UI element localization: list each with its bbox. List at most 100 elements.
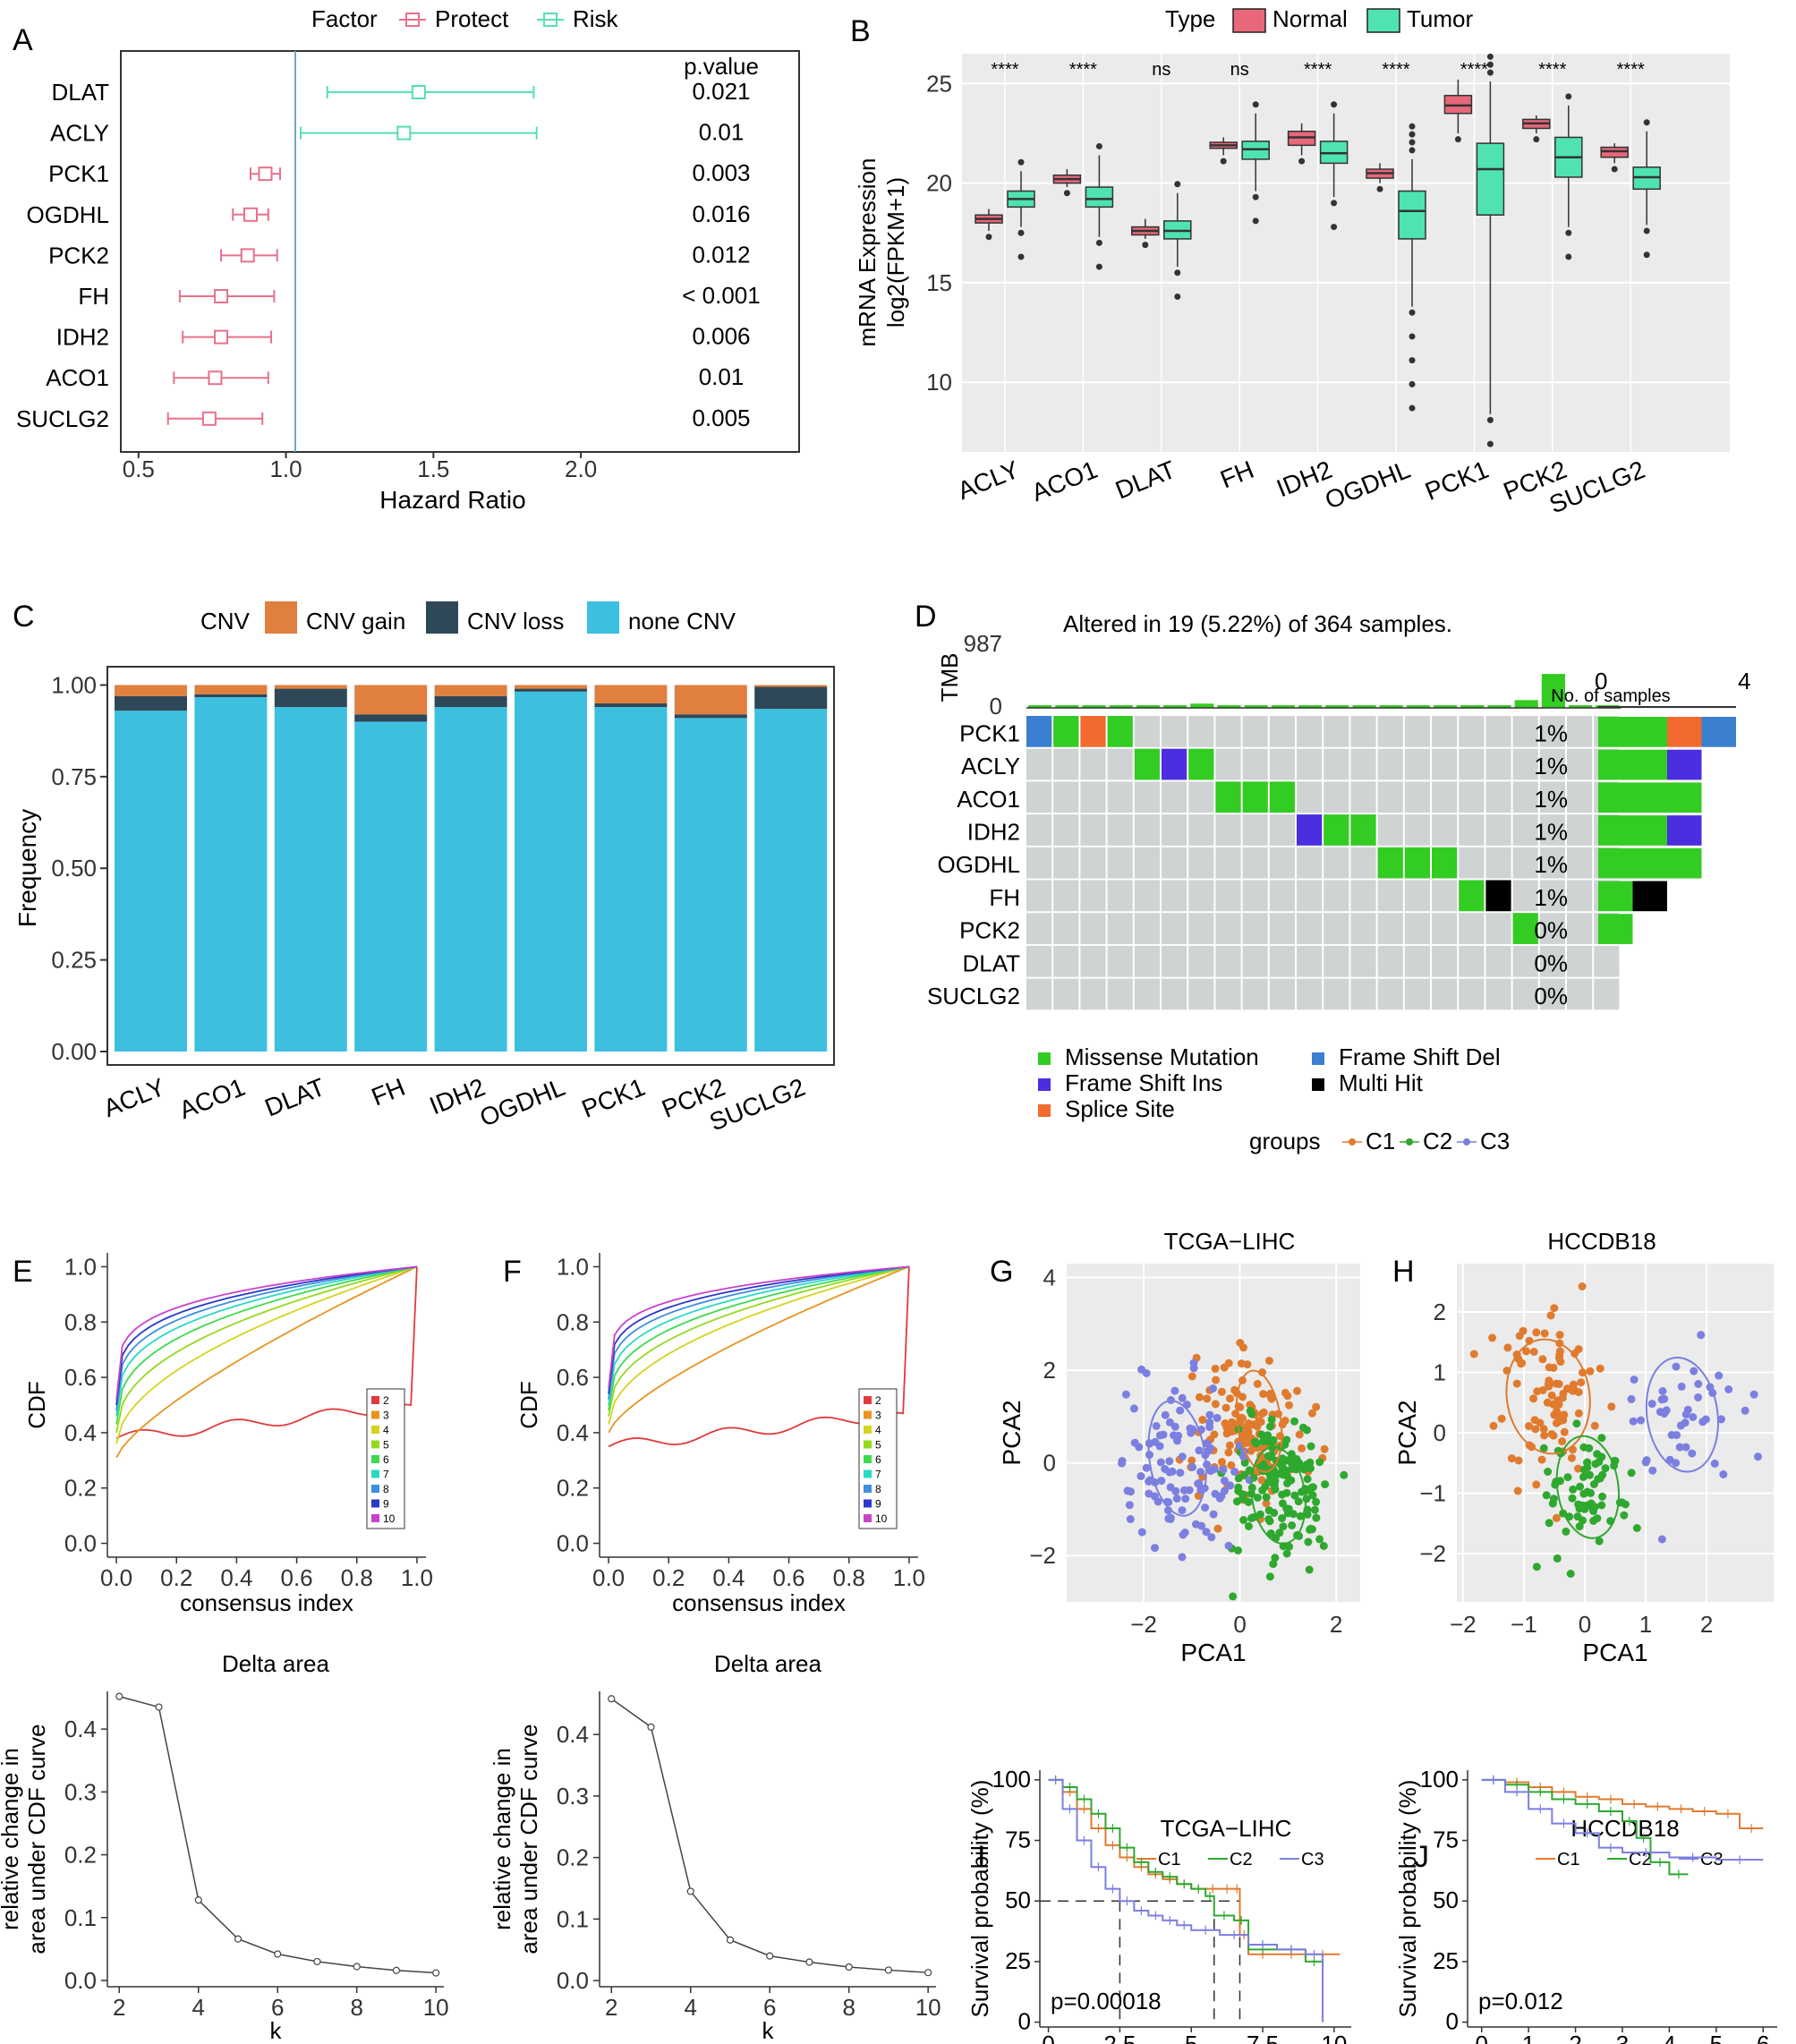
pca-point (1598, 1492, 1606, 1501)
x-tick-label: −1 (1511, 1611, 1537, 1638)
oncoplot-cell (1188, 814, 1214, 846)
y-tick-label: 0.0 (64, 1530, 97, 1557)
panel-i-letter: I (977, 1840, 985, 1874)
oncoplot-cell (1404, 945, 1430, 977)
pca-point (1165, 1457, 1174, 1466)
oncoplot-cell (1107, 880, 1133, 912)
box-outlier (1611, 166, 1618, 173)
stacked-bar-segment (594, 685, 668, 703)
groups-legend-dot (1463, 1138, 1470, 1145)
pca-point (1550, 1304, 1559, 1313)
pca-point (1264, 1452, 1273, 1461)
pca-point (1136, 1472, 1145, 1480)
panel-f: F 0.0 0.2 0.4 0.6 0.8 1.0 0.0 0.2 0.4 0.6 0.8 1.0 co… (489, 1253, 941, 2044)
pca-point (1648, 1466, 1657, 1475)
pca-point (1545, 1376, 1553, 1385)
pca-point (1290, 1491, 1299, 1500)
legend-protect-marker (405, 13, 420, 27)
pca-point (1601, 1464, 1610, 1473)
tmb-bar (1514, 700, 1538, 708)
cdf-curve (115, 1265, 418, 1425)
significance-label: **** (1460, 60, 1488, 80)
pca-point (1145, 1489, 1153, 1498)
y-axis-label-line1: relative change in (0, 1748, 23, 1930)
forest-pvalue: 0.016 (692, 200, 750, 227)
x-tick-label: 10 (423, 1994, 449, 2021)
oncoplot-cell (1350, 913, 1376, 944)
x-tick-label: 0.4 (220, 1564, 252, 1591)
pca-title: TCGA−LIHC (1164, 1228, 1296, 1255)
cdf-legend-label: 6 (383, 1453, 389, 1466)
pca-point (1575, 1522, 1584, 1531)
cdf-plot-f: 0.0 0.2 0.4 0.6 0.8 1.0 0.0 0.2 0.4 0.6 0.8 1.0 cons… (515, 1253, 925, 1616)
oncoplot-cell (1432, 880, 1458, 912)
cdf-curve (115, 1265, 418, 1444)
oncoplot-cell (1215, 913, 1241, 944)
stacked-bar-segment (434, 685, 507, 696)
oncoplot-cell (1350, 978, 1376, 1010)
oncoplot-mutation-cell (1485, 880, 1511, 912)
y-tick-label: 0 (1043, 1450, 1056, 1477)
oncoplot-cell (1567, 847, 1593, 879)
pca-point (1176, 1469, 1185, 1478)
pca-point (1552, 1513, 1561, 1522)
pca-point (1157, 1477, 1166, 1486)
x-tick-label: FH (368, 1073, 409, 1111)
box-outlier (1486, 53, 1494, 60)
tmb-max: 987 (964, 630, 1002, 657)
oncoplot-cell (1297, 880, 1323, 912)
pca-point (1672, 1362, 1681, 1371)
y-tick-label: 0.6 (557, 1364, 589, 1391)
y-tick-label: 0.0 (64, 1967, 97, 1994)
pca-point (1538, 1386, 1547, 1394)
panel-d-title: Altered in 19 (5.22%) of 364 samples. (1063, 610, 1452, 637)
pca-point (1547, 1391, 1556, 1400)
pca-point (1522, 1347, 1530, 1356)
pca-point (1312, 1402, 1321, 1411)
box-outlier (1409, 380, 1416, 388)
box-outlier (1486, 61, 1494, 68)
y-tick-label: 0.3 (64, 1778, 97, 1805)
oncoplot-percent: 1% (1534, 818, 1568, 845)
box-outlier (1565, 253, 1572, 260)
legend-risk-marker (543, 13, 558, 27)
pca-point (1547, 1430, 1556, 1438)
pca-point (1170, 1386, 1179, 1395)
pca-point (1558, 1437, 1567, 1446)
forest-pvalue: < 0.001 (682, 282, 760, 309)
forest-hr-marker (243, 207, 259, 222)
y-tick-label: 0.8 (557, 1308, 589, 1335)
oncoplot-cell (1107, 748, 1133, 780)
panel-b-legend-title: Type (1165, 5, 1215, 32)
forest-pvalue: 0.01 (699, 363, 745, 390)
pca-point (1290, 1417, 1298, 1426)
x-tick-label: 6 (763, 1994, 776, 2021)
pca-point (1620, 1511, 1629, 1520)
cdf-curve (608, 1265, 909, 1389)
pca-point (1689, 1413, 1698, 1421)
pca-point (1204, 1447, 1213, 1456)
pca-point (1531, 1425, 1540, 1434)
km-legend-label: C1 (1158, 1850, 1181, 1869)
oncoplot-cell (1567, 814, 1593, 846)
pca-point (1514, 1456, 1523, 1465)
delta-plot-f: Delta area 0.0 0.1 0.2 0.3 0.4 2 4 6 8 10 k relative… (489, 1650, 941, 2044)
delta-line (610, 1698, 929, 1973)
oncoplot-gene-label: OGDHL (938, 851, 1020, 878)
pca-ellipse (1555, 1435, 1621, 1539)
oncoplot-cell (1269, 945, 1295, 977)
cdf-legend-label: 8 (875, 1483, 881, 1495)
stacked-bar-segment (674, 718, 747, 1052)
pca-point (1532, 1328, 1541, 1337)
no-samples-label: No. of samples (1551, 686, 1670, 706)
pca-point (1539, 1444, 1548, 1452)
pca-point (1205, 1410, 1214, 1419)
x-tick-label: FH (1216, 456, 1257, 494)
forest-rows: DLAT 0.021 ACLY 0.01 PCK1 0.003 OGDHL 0.016 PCK2… (16, 78, 761, 432)
oncoplot-cell (1324, 847, 1349, 879)
forest-hr-marker (208, 370, 223, 386)
pca-point (1562, 1527, 1570, 1536)
oncoplot-mutation-cell (1377, 847, 1403, 879)
tmb-label: TMB (936, 653, 963, 703)
pca-point (1607, 1402, 1616, 1411)
